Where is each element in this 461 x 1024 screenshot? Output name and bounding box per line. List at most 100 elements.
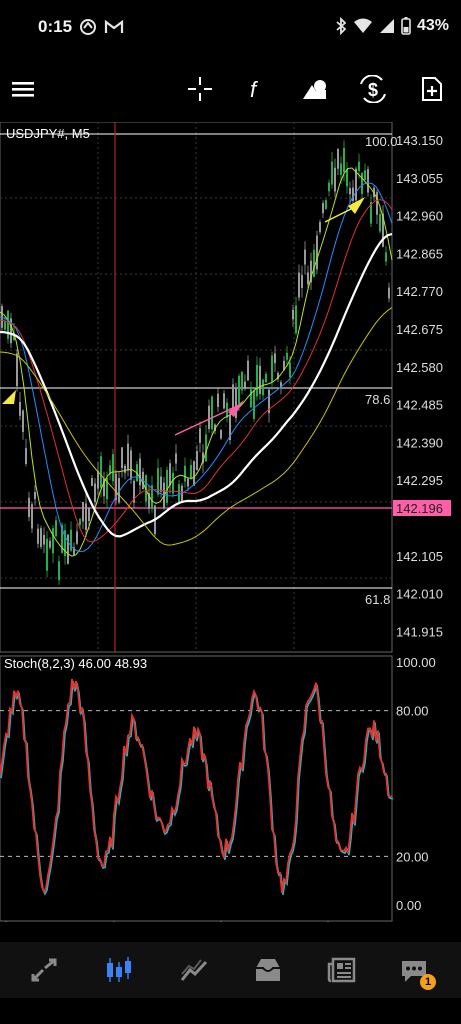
fib-label: 78.6 [365, 392, 390, 407]
stoch-axis-label: 80.00 [396, 704, 429, 719]
price-axis-label: 143.055 [396, 171, 443, 186]
candle-body [196, 451, 198, 470]
symbol-button[interactable]: $ [358, 74, 388, 104]
candle-body [91, 478, 93, 486]
candle-body [220, 429, 222, 439]
ma-line-green [0, 167, 393, 557]
candle-body [25, 448, 27, 464]
candle-body [217, 393, 219, 407]
candle-body [235, 387, 237, 419]
candle-body [250, 389, 252, 408]
candle-body [325, 200, 327, 210]
price-axis-label: 142.010 [396, 587, 443, 602]
candle-body [313, 249, 315, 277]
price-axis-label: 142.960 [396, 209, 443, 224]
candle-body [352, 187, 354, 202]
symbol-icon: $ [360, 75, 386, 103]
candle-body [55, 520, 57, 537]
nav-news[interactable] [320, 950, 364, 990]
candle-body [127, 443, 129, 471]
pink-arrow-head [228, 400, 244, 417]
candle-body [364, 170, 366, 180]
candle-body [1, 306, 3, 328]
nav-chat[interactable]: 1 [390, 950, 438, 990]
candle-body [109, 465, 111, 474]
candle-body [271, 355, 273, 382]
battery-icon [401, 17, 411, 35]
candle-body [379, 214, 381, 232]
candle-body [106, 477, 108, 500]
candle-body [172, 472, 174, 494]
candle-body [10, 318, 12, 344]
candle-body [286, 352, 288, 360]
candle-body [208, 405, 210, 430]
candle-body [310, 260, 312, 283]
menu-icon [12, 82, 34, 97]
ma-line-yellow [0, 307, 393, 546]
candle-body [319, 222, 321, 233]
crosshair-button[interactable] [185, 74, 215, 104]
stoch-label: Stoch(8,2,3) 46.00 48.93 [4, 656, 147, 671]
trade-icon [180, 959, 208, 981]
candle-body [166, 469, 168, 503]
indicators-button[interactable]: f [242, 74, 272, 104]
candle-body [388, 287, 390, 299]
candle-body [289, 362, 291, 378]
candle-body [139, 458, 141, 486]
candle-body [130, 450, 132, 480]
candle-body [244, 381, 246, 388]
candle-body [16, 353, 18, 387]
candle-body [64, 530, 66, 557]
candle-body [367, 169, 369, 193]
candle-body [256, 365, 258, 397]
candle-body [22, 410, 24, 432]
candle-body [124, 465, 126, 473]
candle-body [88, 507, 90, 521]
stoch-axis-label: 20.00 [396, 849, 429, 864]
nav-chart[interactable] [97, 950, 141, 990]
candle-body [280, 382, 282, 389]
news-icon [327, 957, 356, 983]
candle-body [19, 401, 21, 416]
candle-body [211, 396, 213, 430]
candle-body [184, 465, 186, 482]
stoch-plot-frame [0, 655, 393, 922]
candle-body [331, 161, 333, 185]
candle-body [223, 393, 225, 409]
bluetooth-icon [336, 17, 347, 35]
candle-body [247, 360, 249, 381]
chart-area[interactable]: 143.150 143.055 142.960 142.865 142.770 142.6… [0, 121, 461, 940]
candle-body [82, 502, 84, 522]
stoch-axis-label: 100.00 [396, 655, 436, 670]
wifi-icon [353, 18, 372, 33]
candle-body [229, 415, 231, 441]
nav-history[interactable] [246, 950, 290, 990]
candle-body [316, 235, 318, 270]
candle-body [385, 252, 387, 262]
candle-body [322, 203, 324, 214]
menu-button[interactable] [8, 74, 38, 104]
status-left-icons [78, 18, 124, 36]
bottom-navigation: 1 [0, 942, 461, 998]
chart-icon [107, 957, 131, 982]
candle-body [4, 321, 6, 330]
stoch-axis-label: 0.00 [396, 898, 421, 913]
price-axis-label: 142.580 [396, 360, 443, 375]
candle-body [283, 360, 285, 371]
objects-button[interactable] [300, 74, 330, 104]
ma-line-white [0, 233, 393, 538]
yellow-trendline [324, 206, 356, 223]
fib-label: 61.8 [365, 592, 390, 607]
nav-trade[interactable] [172, 950, 216, 990]
candle-body [340, 163, 342, 175]
chat-badge: 1 [420, 974, 436, 990]
new-order-button[interactable] [417, 74, 447, 104]
candle-body [151, 485, 153, 509]
current-price-tag [393, 500, 451, 516]
status-bar: 0:15 43% [0, 0, 461, 56]
yellow-arrow-left [2, 390, 16, 404]
nav-quotes[interactable] [22, 950, 66, 990]
pink-trendline [174, 406, 236, 436]
candle-body [376, 192, 378, 215]
candle-body [328, 182, 330, 192]
